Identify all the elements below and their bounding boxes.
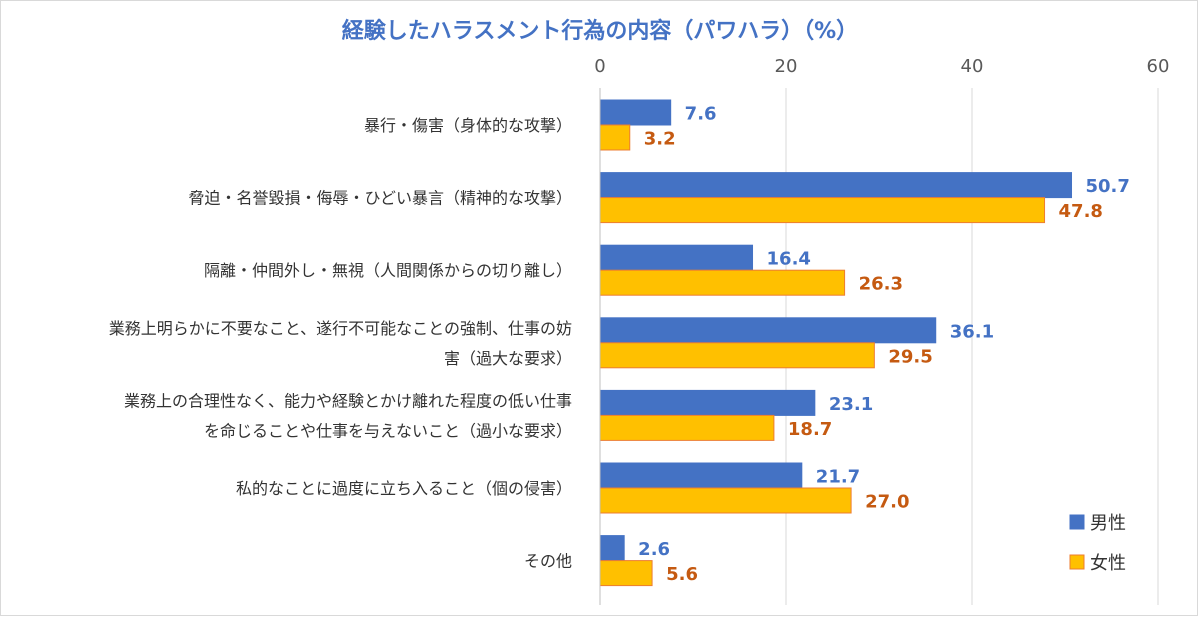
data-label: 16.4	[767, 249, 811, 270]
bar-male	[599, 535, 625, 562]
bar-female	[599, 197, 1046, 224]
data-label: 5.6	[666, 564, 698, 585]
data-label: 50.7	[1086, 176, 1130, 197]
data-label: 7.6	[685, 104, 717, 125]
category-label: 業務上の合理性なく、能力や経験とかけ離れた程度の低い仕事	[124, 391, 572, 410]
category-label: 脅迫・名誉毀損・侮辱・ひどい暴言（精神的な攻撃）	[188, 189, 572, 208]
bar-female	[599, 560, 653, 587]
legend-label: 女性	[1090, 553, 1126, 574]
labels: 暴行・傷害（身体的な攻撃） 脅迫・名誉毀損・侮辱・ひどい暴言（精神的な攻撃） 隔離・…	[109, 88, 1130, 605]
category-label: その他	[524, 552, 572, 571]
bar-female	[599, 414, 775, 441]
category-label: 暴行・傷害（身体的な攻撃）	[364, 116, 572, 135]
category-label: 害（過大な要求）	[444, 349, 572, 368]
x-tick-label: 20	[775, 56, 798, 77]
bar-female	[599, 124, 631, 151]
x-tick-label: 40	[961, 56, 984, 77]
x-tick-label: 60	[1147, 56, 1170, 77]
data-label: 47.8	[1059, 201, 1103, 222]
x-tick-label: 0	[594, 56, 605, 77]
bar-male	[599, 172, 1073, 199]
bar-male	[599, 462, 803, 489]
legend-swatch-male	[1069, 514, 1085, 530]
data-label: 27.0	[865, 492, 909, 513]
data-label: 3.2	[644, 129, 676, 150]
bar-male	[599, 244, 754, 271]
bar-male	[599, 389, 816, 416]
bar-female	[599, 487, 852, 514]
category-label: 業務上明らかに不要なこと、遂行不可能なことの強制、仕事の妨	[109, 319, 572, 338]
data-label: 36.1	[950, 321, 994, 342]
data-label: 2.6	[638, 539, 670, 560]
bars	[599, 99, 1073, 587]
data-label: 21.7	[816, 467, 860, 488]
category-label: 私的なことに過度に立ち入ること（個の侵害）	[236, 479, 572, 498]
data-label: 26.3	[859, 274, 903, 295]
bar-male	[599, 99, 672, 126]
category-label: を命じることや仕事を与えないこと（過小な要求）	[204, 421, 572, 440]
chart-title: 経験したハラスメント行為の内容（パワハラ）（%）	[342, 18, 858, 44]
data-label: 29.5	[888, 346, 932, 367]
data-label: 18.7	[788, 419, 832, 440]
legend-label: 男性	[1090, 513, 1126, 534]
bar-male	[599, 317, 937, 344]
data-label: 23.1	[829, 394, 873, 415]
bar-female	[599, 342, 875, 369]
bar-female	[599, 269, 846, 296]
category-label: 隔離・仲間外し・無視（人間関係からの切り離し）	[204, 261, 572, 280]
legend-swatch-female	[1069, 554, 1085, 570]
